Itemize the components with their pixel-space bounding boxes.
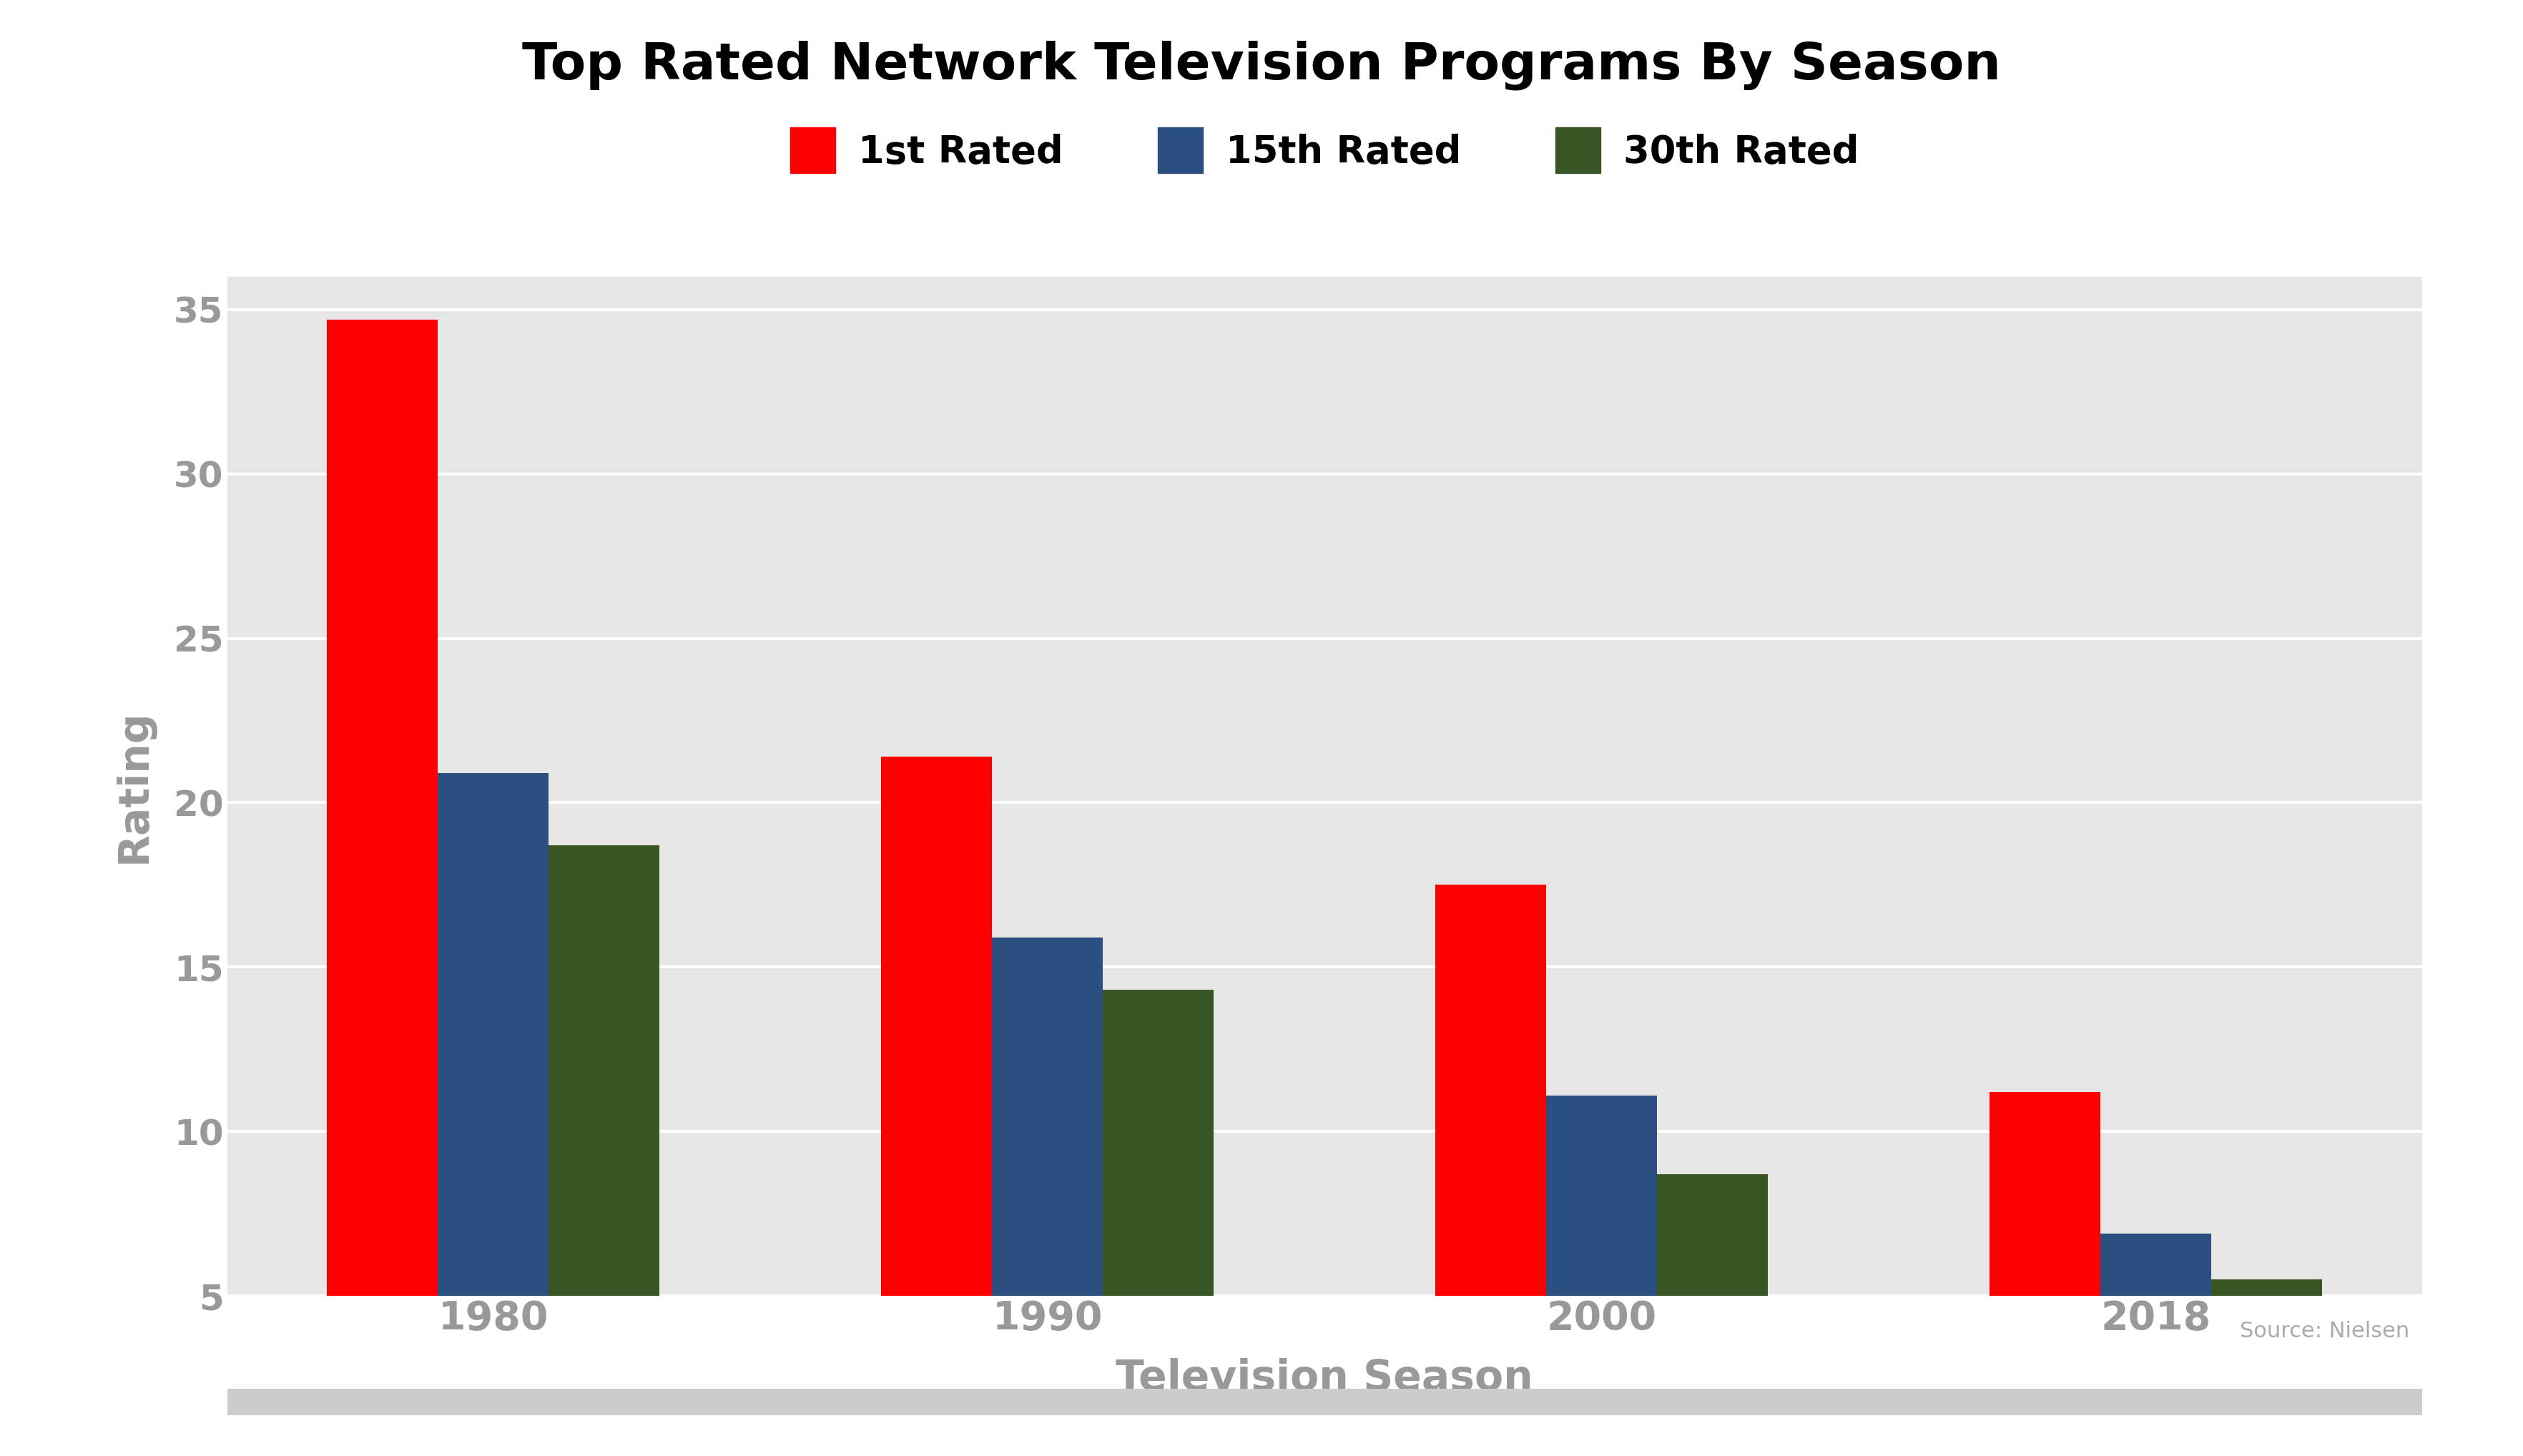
Bar — [1436, 885, 1547, 1296]
Bar — [881, 757, 992, 1296]
Bar — [1103, 990, 1214, 1296]
Bar — [2213, 1280, 2321, 1296]
Bar — [547, 846, 659, 1296]
Bar — [1991, 1092, 2102, 1296]
Bar — [1658, 1174, 1769, 1296]
Bar — [2102, 1233, 2213, 1296]
Legend: 1st Rated, 15th Rated, 30th Rated: 1st Rated, 15th Rated, 30th Rated — [790, 127, 1859, 173]
Text: Top Rated Network Television Programs By Season: Top Rated Network Television Programs By… — [522, 41, 2001, 90]
Y-axis label: Rating: Rating — [114, 709, 154, 863]
Text: Source: Nielsen: Source: Nielsen — [2240, 1321, 2409, 1341]
Bar — [992, 938, 1103, 1296]
Bar — [328, 319, 436, 1296]
Bar — [436, 773, 547, 1296]
Bar — [1547, 1095, 1658, 1296]
X-axis label: Television Season: Television Season — [1115, 1358, 1534, 1399]
